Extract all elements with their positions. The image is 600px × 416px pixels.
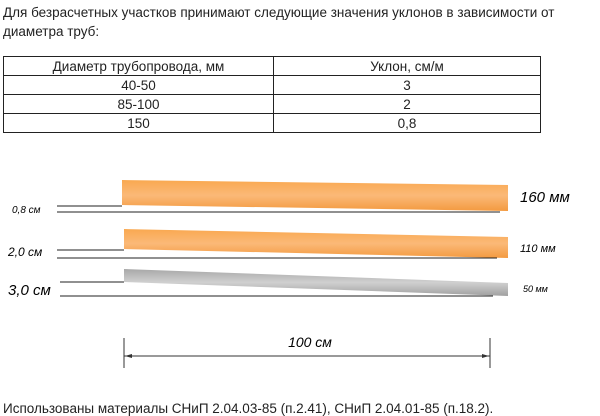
pipe-110: 2,0 см 110 мм xyxy=(7,229,556,259)
pipe-body xyxy=(122,180,508,211)
length-dimension: 100 см xyxy=(123,334,491,368)
cell-slope: 0,8 xyxy=(273,113,541,133)
slope-label: 0,8 см xyxy=(12,205,41,216)
length-label: 100 см xyxy=(288,334,332,350)
arrow-right-icon xyxy=(482,354,489,358)
table-header-row: Диаметр трубопровода, мм Уклон, см/м xyxy=(3,56,541,76)
slope-table: Диаметр трубопровода, мм Уклон, см/м 40-… xyxy=(3,56,541,133)
pipe-body xyxy=(124,269,508,296)
pipe-body xyxy=(124,229,508,258)
pipe-50: 3,0 см 50 мм xyxy=(8,269,548,299)
pipe-160: 0,8 см 160 мм xyxy=(12,180,570,216)
cell-diameter: 150 xyxy=(3,113,274,133)
arrow-left-icon xyxy=(125,354,132,358)
slope-label: 3,0 см xyxy=(8,282,51,299)
diameter-label: 110 мм xyxy=(520,243,556,255)
sources-footer: Использованы материалы СНиП 2.04.03-85 (… xyxy=(3,401,494,416)
intro-text: Для безрасчетных участков принимают след… xyxy=(3,5,555,39)
diameter-label: 160 мм xyxy=(520,189,570,206)
slope-label: 2,0 см xyxy=(7,245,42,259)
diameter-label: 50 мм xyxy=(523,284,548,294)
table-row: 150 0,8 xyxy=(3,113,541,133)
